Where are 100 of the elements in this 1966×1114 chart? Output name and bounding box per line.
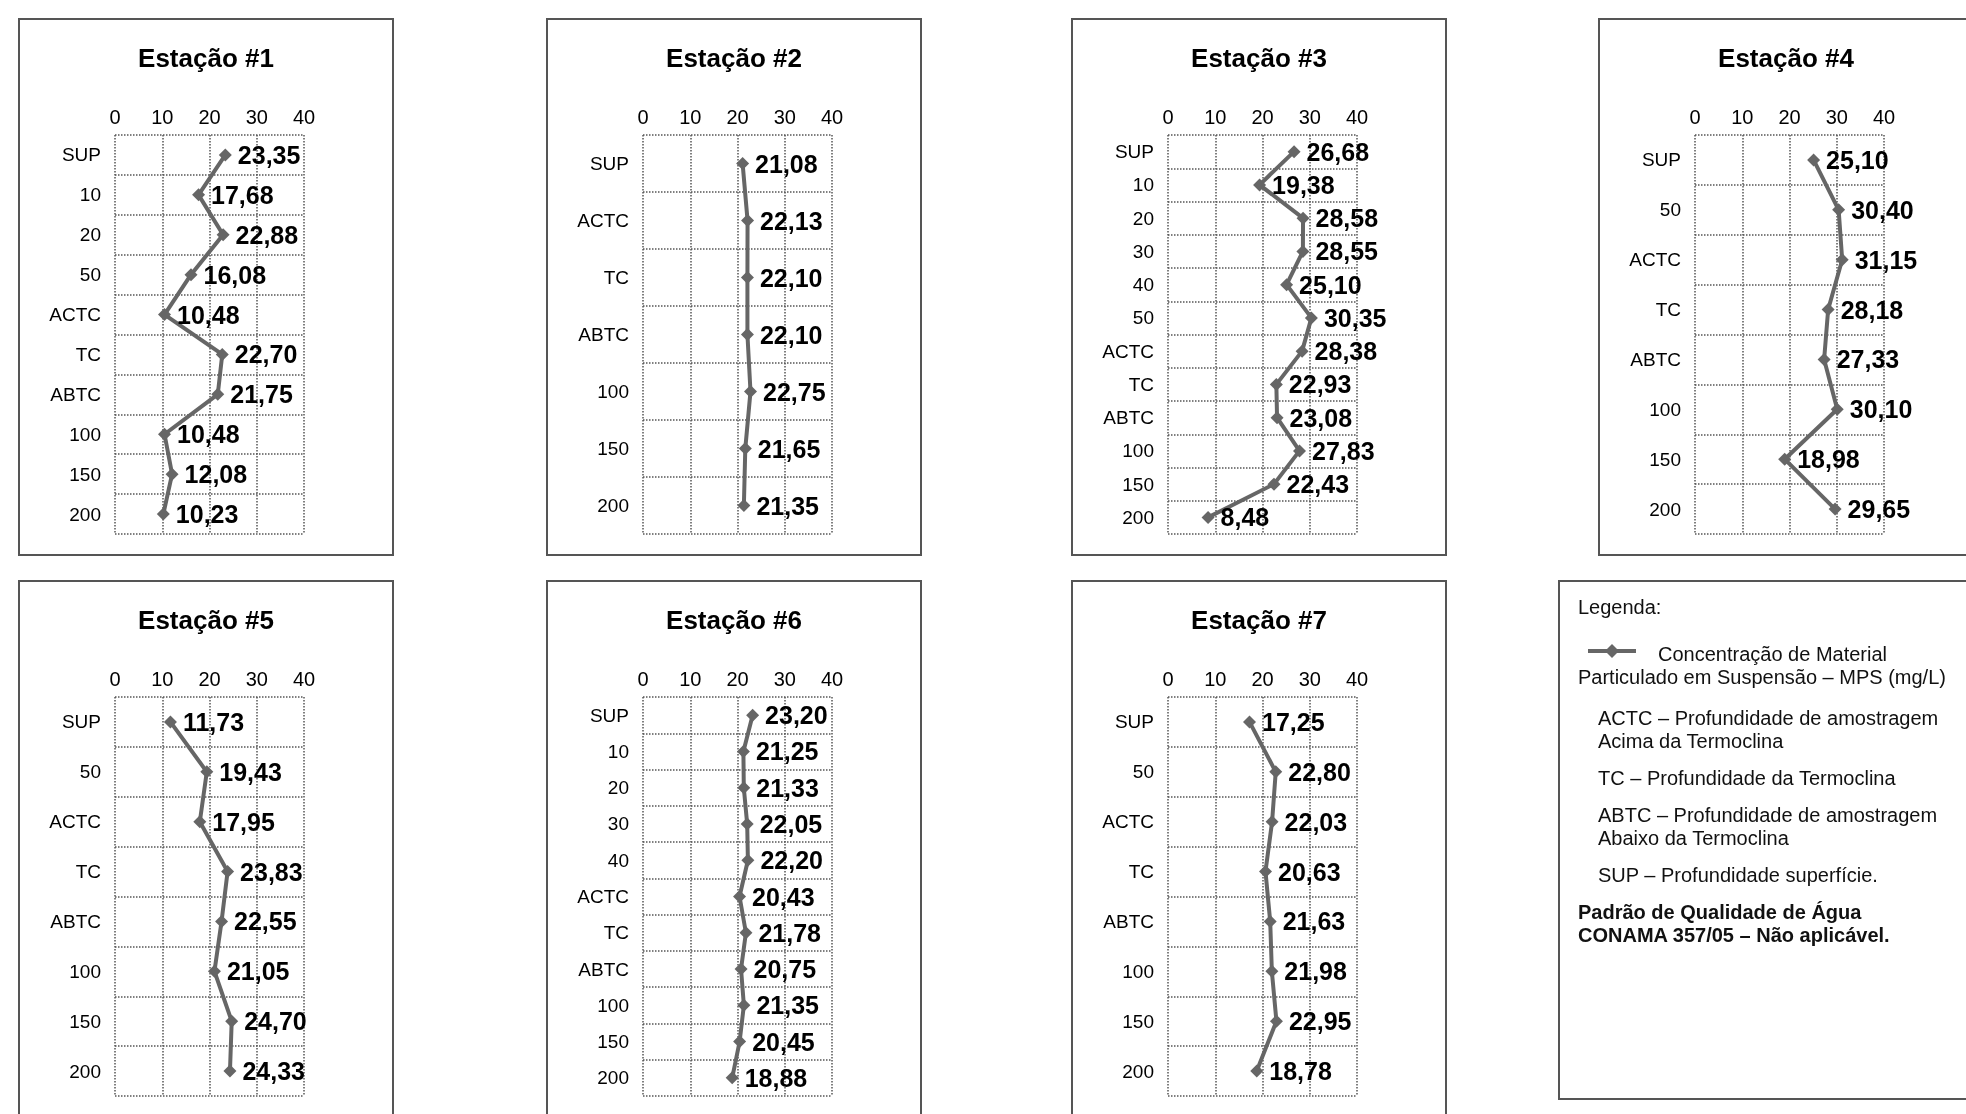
x-tick-label: 40 xyxy=(1872,106,1896,128)
chart-title: Estação #4 xyxy=(1718,43,1855,73)
data-label: 21,35 xyxy=(756,491,820,520)
point xyxy=(1832,203,1846,217)
text: Legenda: xyxy=(1578,596,1663,619)
point xyxy=(736,157,750,170)
point xyxy=(736,744,750,758)
data-label: 17,25 xyxy=(1262,707,1325,736)
y-tick-label: 200 xyxy=(1122,506,1154,528)
point xyxy=(1270,411,1284,425)
y-tick-label: TC xyxy=(603,267,629,288)
point xyxy=(225,1014,239,1028)
x-tick-label: 10 xyxy=(151,668,174,690)
text: Padrão de Qualidade de Água CONAMA 357/05 – Não aplicável. xyxy=(1578,901,1891,947)
y-tick-label: 100 xyxy=(69,423,101,445)
x-tick-label: 10 xyxy=(1204,668,1227,690)
data-label: 22,10 xyxy=(759,320,823,349)
data-label: 20,75 xyxy=(753,955,817,984)
point xyxy=(165,467,179,481)
point xyxy=(737,781,751,795)
y-tick-label: 100 xyxy=(1649,398,1681,420)
y-tick-label: 20 xyxy=(1132,207,1154,229)
text: ACTC – Profundidade de amostragem Acima da Termoclina xyxy=(1598,707,1940,753)
y-tick-label: 150 xyxy=(597,438,629,459)
data-label: 16,08 xyxy=(203,260,267,289)
y-tick-label: ABTC xyxy=(578,958,629,980)
point xyxy=(1828,502,1842,516)
data-label: 22,43 xyxy=(1286,470,1350,499)
point xyxy=(740,271,754,284)
point xyxy=(740,328,754,341)
y-tick-label: 30 xyxy=(607,813,629,835)
x-tick-label: 30 xyxy=(1298,668,1321,690)
y-tick-label: 20 xyxy=(79,224,101,246)
y-tick-label: 150 xyxy=(1122,1010,1154,1032)
y-tick-label: 50 xyxy=(79,761,101,783)
y-tick-label: 30 xyxy=(1132,240,1154,262)
point xyxy=(216,228,230,242)
x-tick-label: 20 xyxy=(1251,106,1274,128)
point xyxy=(1830,402,1844,416)
point xyxy=(1287,145,1301,159)
y-tick-label: SUP xyxy=(589,153,629,174)
data-label: 18,98 xyxy=(1797,445,1860,474)
x-tick-label: 40 xyxy=(1345,668,1369,690)
point xyxy=(158,427,172,441)
data-label: 22,13 xyxy=(760,206,823,235)
point xyxy=(1293,444,1306,458)
data-label: 30,10 xyxy=(1849,395,1913,424)
point xyxy=(739,926,753,940)
point xyxy=(1817,352,1831,366)
y-tick-label: ABTC xyxy=(50,910,101,932)
data-label: 10,48 xyxy=(177,420,240,449)
data-label: 22,80 xyxy=(1288,757,1351,786)
data-label: 12,08 xyxy=(184,460,248,489)
data-label: 21,75 xyxy=(230,380,293,409)
data-label: 30,35 xyxy=(1323,303,1387,332)
y-tick-label: 40 xyxy=(1132,274,1154,296)
data-label: 25,10 xyxy=(1299,270,1362,299)
y-tick-label: ACTC xyxy=(49,304,101,326)
data-label: 31,15 xyxy=(1854,245,1918,274)
data-label: 21,25 xyxy=(755,737,819,766)
y-tick-label: ACTC xyxy=(49,811,101,833)
data-label: 22,88 xyxy=(235,220,299,249)
data-label: 24,70 xyxy=(244,1007,307,1036)
y-tick-label: 200 xyxy=(1649,498,1681,520)
point xyxy=(1778,452,1792,466)
text: TC – Profundidade da Termoclina xyxy=(1598,767,1897,790)
point xyxy=(1280,278,1294,292)
point xyxy=(192,188,206,202)
x-tick-label: 20 xyxy=(198,668,221,690)
y-tick-label: SUP xyxy=(61,711,101,733)
data-label: 21,05 xyxy=(226,957,290,986)
data-label: 22,95 xyxy=(1288,1007,1352,1036)
data-label: 23,08 xyxy=(1289,403,1353,432)
x-tick-label: 30 xyxy=(773,106,796,128)
point xyxy=(223,1064,237,1078)
data-label: 25,10 xyxy=(1826,145,1889,174)
point xyxy=(184,268,198,282)
y-tick-label: ABTC xyxy=(1103,910,1154,932)
y-tick-label: 50 xyxy=(79,264,101,286)
point xyxy=(1269,377,1283,391)
text: ABTC – Profundidade de amostragem Abaixo da Termoclina xyxy=(1598,804,1939,850)
data-label: 22,93 xyxy=(1288,370,1352,399)
y-tick-label: 100 xyxy=(1122,960,1154,982)
point xyxy=(725,1071,739,1085)
y-tick-label: ABTC xyxy=(1630,348,1681,370)
x-tick-label: 20 xyxy=(1251,668,1274,690)
point xyxy=(221,865,235,879)
point xyxy=(1253,178,1267,192)
point xyxy=(211,387,225,401)
point xyxy=(215,347,229,361)
x-tick-label: 0 xyxy=(109,668,121,690)
y-tick-label: TC xyxy=(75,861,101,883)
data-label: 23,35 xyxy=(237,140,301,169)
point xyxy=(743,385,757,398)
point xyxy=(1807,153,1821,167)
data-label: 30,40 xyxy=(1851,195,1914,224)
y-tick-label: 100 xyxy=(597,994,629,1016)
y-tick-label: 100 xyxy=(597,381,629,402)
point xyxy=(1835,253,1849,267)
y-tick-label: SUP xyxy=(589,704,629,726)
